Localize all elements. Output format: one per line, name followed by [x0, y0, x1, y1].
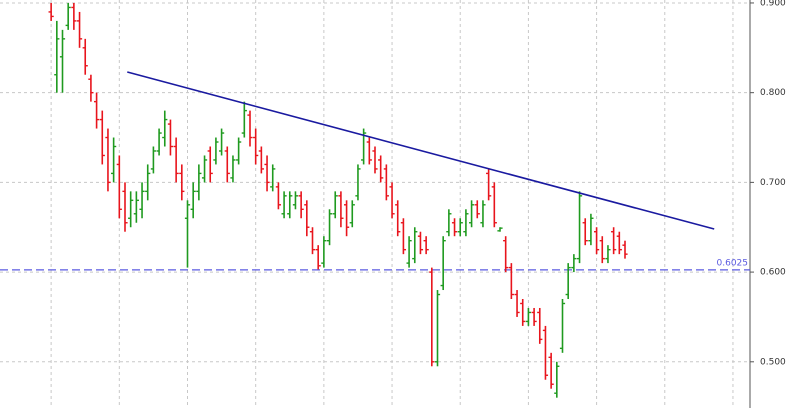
y-tick-label: 0.900 [760, 0, 786, 8]
y-tick-label: 0.700 [760, 178, 786, 188]
horizontal-line-label: 0.6025 [717, 258, 749, 268]
y-tick-label: 0.600 [760, 268, 786, 278]
y-tick-label: 0.500 [760, 357, 786, 367]
trend-line [127, 71, 715, 230]
y-tick-label: 0.800 [760, 88, 786, 98]
